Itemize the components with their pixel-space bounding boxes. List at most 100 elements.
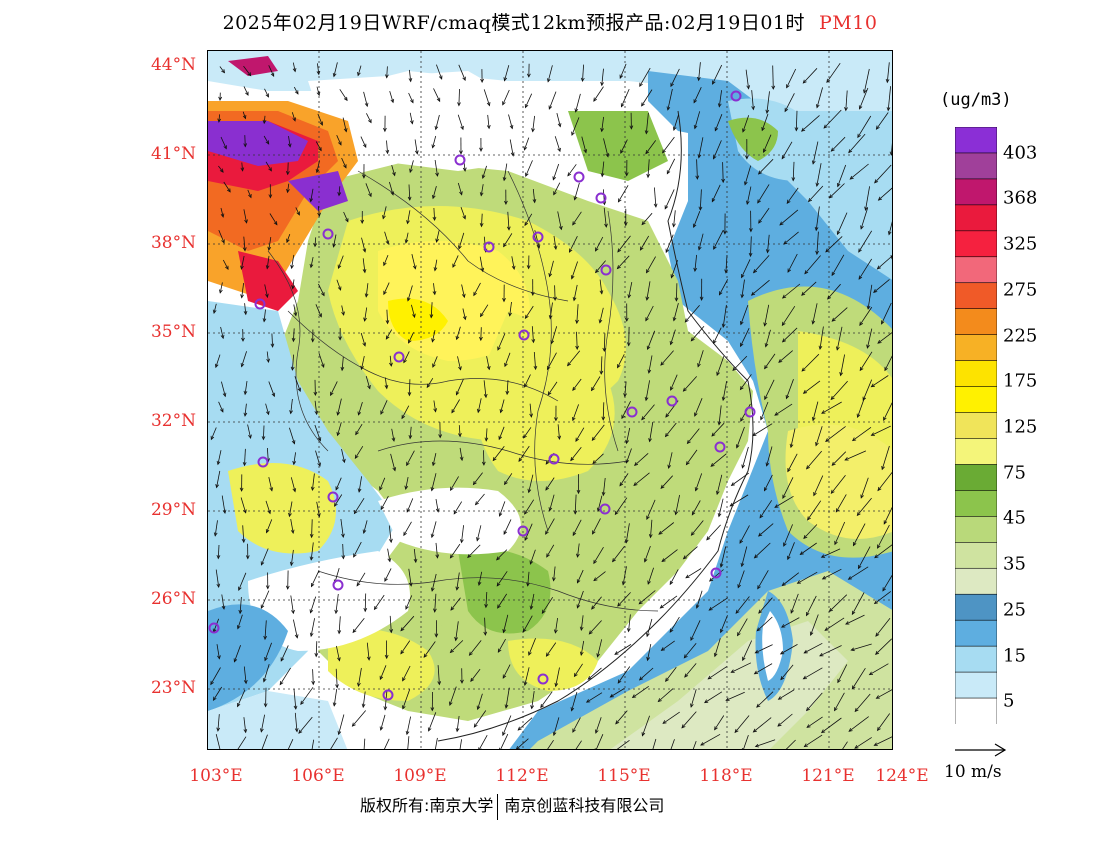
legend-swatch <box>955 671 997 699</box>
legend-label-35: 35 <box>1003 553 1026 575</box>
wind-arrow-icon <box>740 374 752 390</box>
wind-arrow-head <box>526 582 530 587</box>
wind-arrow-icon <box>553 566 556 581</box>
wind-arrow-head <box>221 239 225 244</box>
wind-arrow-icon <box>358 667 362 687</box>
wind-arrow-head <box>414 150 419 155</box>
wind-arrow-head <box>432 194 436 200</box>
wind-arrow-icon <box>693 87 702 103</box>
wind-arrow-icon <box>219 66 225 73</box>
wind-arrow-head <box>452 263 456 268</box>
wind-arrow-icon <box>339 89 348 101</box>
wind-arrow-head <box>669 580 674 586</box>
wind-arrow-icon <box>263 135 270 145</box>
wind-arrow-icon <box>806 692 823 711</box>
wind-arrow-icon <box>628 282 633 298</box>
wind-arrow-icon <box>683 376 697 392</box>
wind-arrow-icon <box>310 542 314 560</box>
wind-arrow-head <box>468 651 473 656</box>
wind-arrow-icon <box>243 717 247 733</box>
wind-arrow-icon <box>587 667 602 680</box>
wind-arrow-icon <box>457 182 463 195</box>
wind-arrow-head <box>623 222 628 227</box>
wind-arrow-head <box>672 223 676 228</box>
wind-arrow-head <box>244 219 248 224</box>
legend-label-368: 368 <box>1003 187 1038 209</box>
wind-arrow-icon <box>743 734 749 749</box>
wind-arrow-head <box>661 558 666 563</box>
wind-arrow-icon <box>871 375 889 388</box>
wind-arrow-head <box>592 460 597 465</box>
wind-arrow-icon <box>808 185 824 202</box>
wind-arrow-icon <box>557 424 560 440</box>
wind-arrow-icon <box>574 494 577 514</box>
wind-arrow-head <box>844 107 848 112</box>
wind-arrow-head <box>362 143 367 149</box>
wind-arrow-head <box>552 577 556 582</box>
wind-arrow-icon <box>483 89 490 106</box>
wind-arrow-icon <box>670 329 676 345</box>
wind-arrow-head <box>756 627 761 632</box>
wind-arrow-icon <box>887 86 891 111</box>
wind-arrow-head <box>854 744 859 749</box>
wind-arrow-icon <box>524 137 530 151</box>
wind-arrow-icon <box>803 524 818 539</box>
wind-arrow-head <box>882 587 887 592</box>
wind-arrow-head <box>711 198 716 203</box>
wind-arrow-head <box>774 504 779 508</box>
wind-arrow-head <box>617 198 622 203</box>
wind-arrow-head <box>264 656 268 662</box>
wind-arrow-icon <box>803 380 821 394</box>
wind-arrow-icon <box>667 88 673 110</box>
wind-arrow-head <box>627 294 632 299</box>
wind-arrow-head <box>777 696 783 700</box>
wind-arrow-head <box>781 321 786 327</box>
wind-arrow-head <box>357 488 362 493</box>
wind-arrow-head <box>693 267 698 272</box>
wind-arrow-head <box>801 367 806 372</box>
wind-arrow-icon <box>408 332 414 344</box>
wind-arrow-head <box>746 85 751 90</box>
wind-arrow-icon <box>336 645 340 661</box>
wind-arrow-icon <box>780 644 798 655</box>
wind-arrow-icon <box>835 494 847 512</box>
wind-arrow-head <box>570 707 575 712</box>
wind-arrow-icon <box>618 185 629 203</box>
wind-arrow-icon <box>516 738 529 749</box>
wind-arrow-head <box>740 294 745 299</box>
wind-arrow-head <box>291 337 296 343</box>
wind-arrow-head <box>873 289 878 294</box>
wind-arrow-head <box>462 315 467 321</box>
wind-arrow-icon <box>407 736 410 749</box>
legend-label-45: 45 <box>1003 507 1026 529</box>
wind-arrow-icon <box>813 475 824 496</box>
wind-arrow-head <box>638 600 643 605</box>
wind-arrow-icon <box>380 400 388 415</box>
wind-arrow-icon <box>210 667 221 685</box>
legend-swatch <box>955 697 997 724</box>
wind-arrow-icon <box>242 525 245 543</box>
wind-arrow-icon <box>888 221 892 235</box>
wind-arrow-icon <box>481 213 483 227</box>
wind-arrow-icon <box>363 738 366 749</box>
wind-arrow-icon <box>362 691 366 708</box>
wind-arrow-icon <box>551 326 558 344</box>
wind-arrow-icon <box>505 687 510 708</box>
wind-arrow-icon <box>294 712 298 732</box>
wind-arrow-icon <box>764 379 775 400</box>
wind-arrow-icon <box>718 90 722 107</box>
wind-arrow-icon <box>601 116 604 132</box>
wind-arrow-head <box>216 554 221 560</box>
legend-swatch <box>955 204 997 232</box>
wind-arrow-icon <box>830 380 848 400</box>
wind-arrow-icon <box>408 92 414 103</box>
wind-arrow-icon <box>456 572 460 590</box>
wind-arrow-head <box>260 728 264 733</box>
wind-arrow-icon <box>338 616 341 634</box>
wind-arrow-head <box>860 494 864 499</box>
wind-arrow-head <box>706 536 711 541</box>
wind-arrow-head <box>796 580 802 584</box>
wind-arrow-icon <box>660 595 678 609</box>
wind-arrow-head <box>243 390 248 396</box>
wind-arrow-icon <box>572 519 582 536</box>
